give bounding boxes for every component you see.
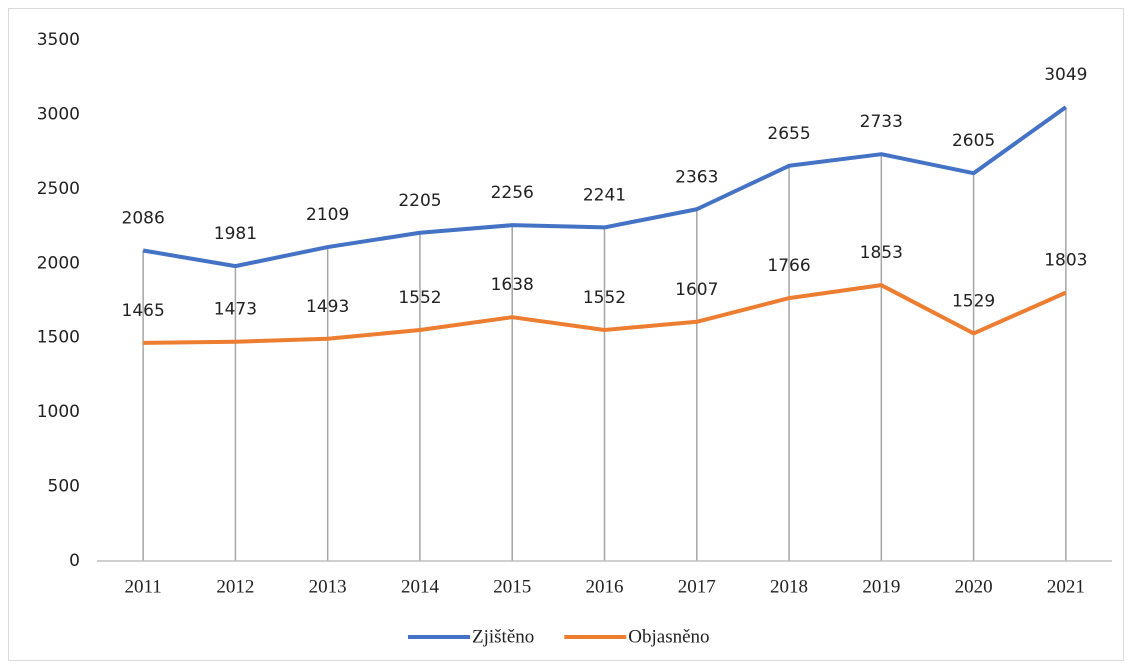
data-label: 2256	[491, 183, 534, 203]
data-label: 2205	[398, 191, 441, 211]
x-tick-label: 2013	[309, 576, 347, 597]
data-label: 1473	[214, 300, 257, 320]
y-tick-label: 1000	[37, 402, 80, 422]
data-label: 2363	[675, 167, 718, 187]
x-tick-label: 2015	[493, 576, 531, 597]
data-label: 2086	[122, 208, 165, 228]
data-label: 1981	[214, 224, 257, 244]
data-label: 1766	[767, 256, 810, 276]
data-label: 1607	[675, 280, 718, 300]
x-tick-label: 2020	[955, 576, 993, 597]
chart-frame	[8, 8, 1124, 661]
y-tick-label: 500	[48, 477, 80, 497]
y-tick-label: 2500	[37, 179, 80, 199]
y-tick-label: 3500	[37, 30, 80, 50]
data-label: 1552	[398, 288, 441, 308]
legend-label: Objasněno	[628, 626, 709, 647]
x-tick-label: 2012	[216, 576, 254, 597]
x-tick-label: 2021	[1047, 576, 1085, 597]
x-tick-label: 2017	[678, 576, 716, 597]
y-tick-label: 3000	[37, 104, 80, 124]
series-line	[143, 283, 1067, 345]
x-tick-label: 2018	[770, 576, 808, 597]
data-label: 2733	[860, 112, 903, 132]
data-label: 1853	[860, 243, 903, 263]
series-line	[142, 105, 1068, 269]
data-label: 3049	[1044, 65, 1087, 85]
data-label: 1552	[583, 288, 626, 308]
x-tick-label: 2014	[401, 576, 440, 597]
data-label: 1529	[952, 291, 995, 311]
data-label: 1803	[1044, 251, 1087, 271]
y-tick-label: 0	[69, 551, 80, 571]
data-label: 2605	[952, 131, 995, 151]
legend-label: Zjištěno	[472, 626, 534, 647]
data-label: 1493	[306, 297, 349, 317]
data-label: 1465	[122, 301, 165, 321]
data-label: 2241	[583, 185, 626, 205]
x-tick-label: 2011	[124, 576, 161, 597]
data-label: 2109	[306, 205, 349, 225]
y-tick-label: 2000	[37, 253, 80, 273]
x-tick-label: 2019	[862, 576, 900, 597]
x-tick-label: 2016	[586, 576, 624, 597]
data-label: 2655	[767, 124, 810, 144]
data-label: 1638	[491, 275, 534, 295]
y-tick-label: 1500	[37, 328, 80, 348]
